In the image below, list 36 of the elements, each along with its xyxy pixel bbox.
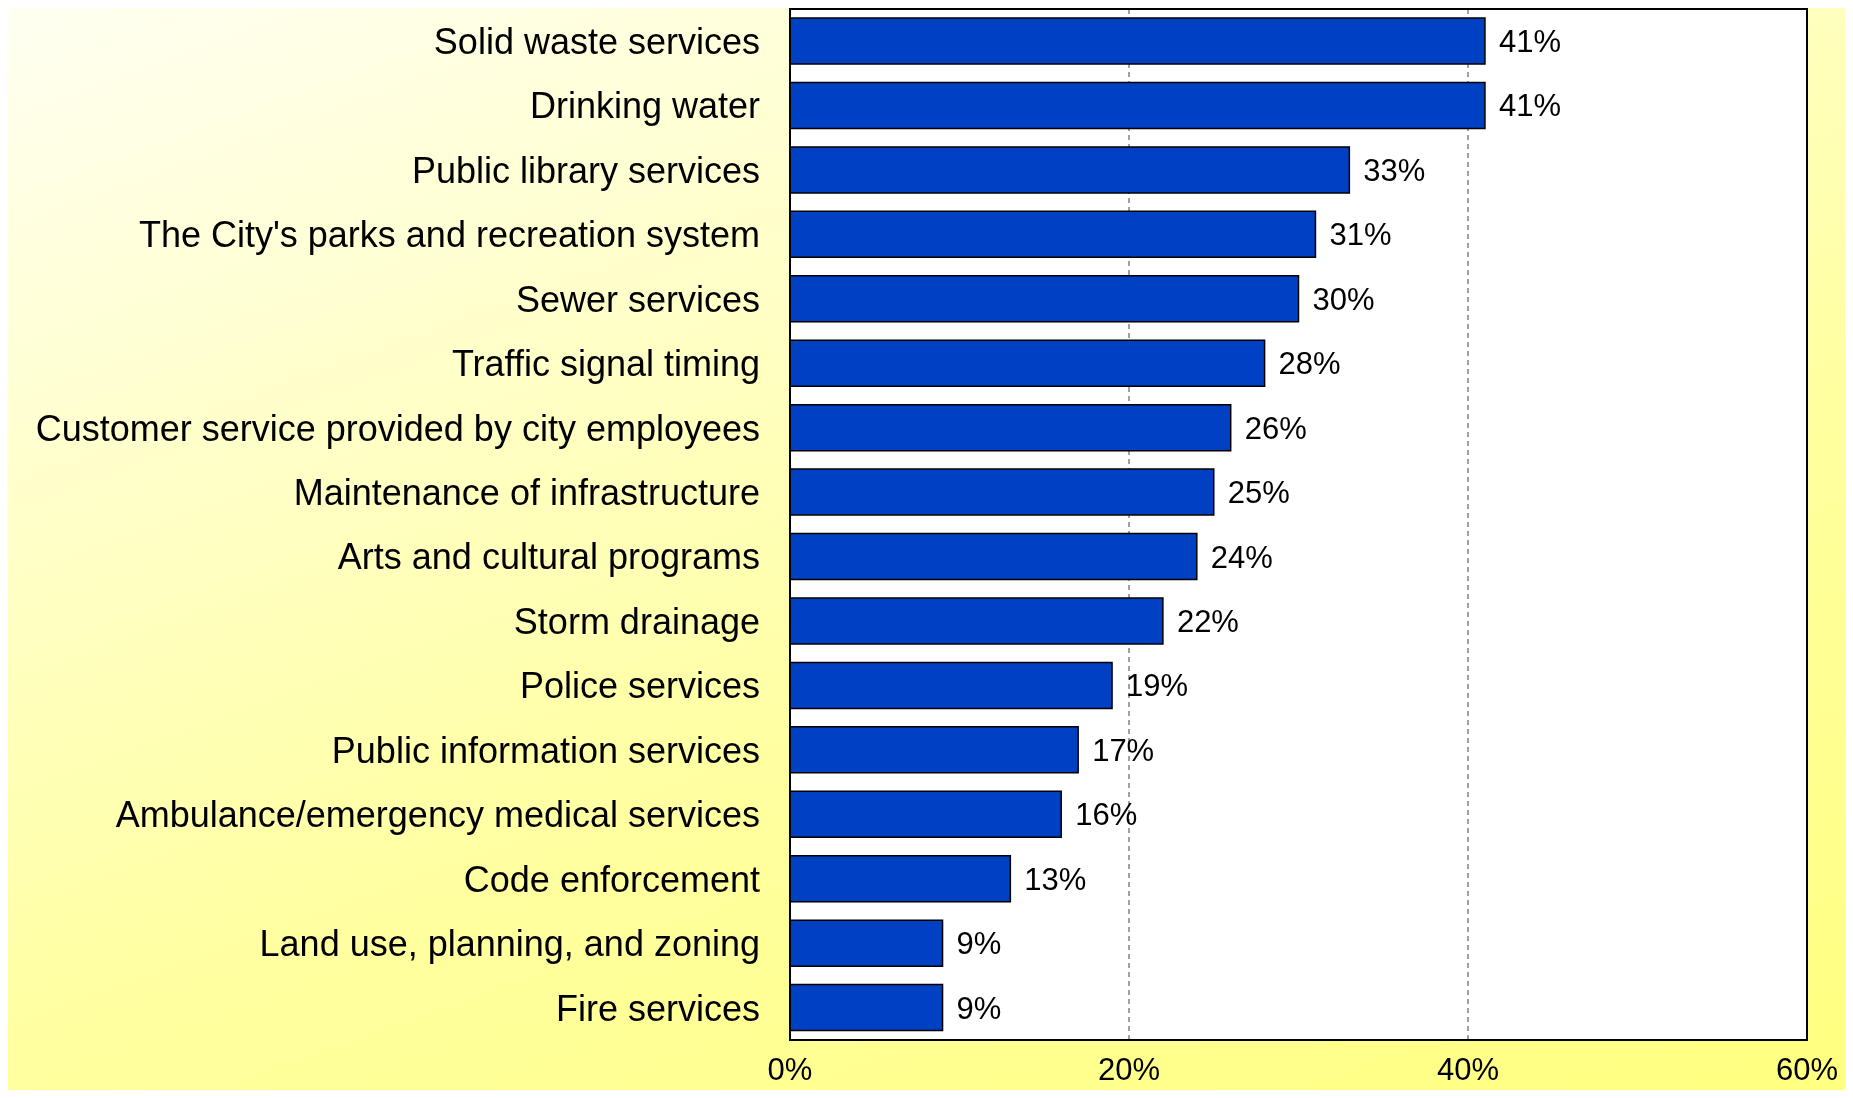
y-tick-label: Public information services xyxy=(331,729,760,771)
data-label: 31% xyxy=(1329,217,1392,253)
y-tick-label: Customer service provided by city employees xyxy=(35,407,760,449)
data-label: 16% xyxy=(1075,797,1138,833)
y-tick-label: Land use, planning, and zoning xyxy=(259,923,760,965)
y-tick-label: Traffic signal timing xyxy=(451,343,760,385)
data-label: 28% xyxy=(1278,346,1341,382)
data-label: 41% xyxy=(1498,24,1561,60)
y-tick-label: Drinking water xyxy=(529,85,760,127)
y-tick-label: Solid waste services xyxy=(433,21,760,62)
data-label: 26% xyxy=(1244,410,1307,446)
y-tick-label: The City's parks and recreation system xyxy=(138,214,760,256)
x-tick-label: 0% xyxy=(767,1052,813,1088)
data-label: 25% xyxy=(1227,475,1290,511)
data-label: 19% xyxy=(1126,668,1189,704)
y-tick-label: Ambulance/emergency medical services xyxy=(115,794,760,836)
y-tick-label: Maintenance of infrastructure xyxy=(293,472,760,514)
data-label: 13% xyxy=(1024,861,1087,897)
data-label: 17% xyxy=(1092,732,1155,768)
y-tick-label: Public library services xyxy=(411,149,760,191)
y-tick-label: Arts and cultural programs xyxy=(337,536,760,578)
data-label: 24% xyxy=(1210,539,1273,575)
data-label: 33% xyxy=(1363,152,1426,188)
x-tick-label: 60% xyxy=(1775,1052,1839,1088)
x-tick-label: 40% xyxy=(1436,1052,1500,1088)
data-label: 30% xyxy=(1312,281,1375,317)
data-label: 9% xyxy=(956,926,1002,962)
y-tick-label: Police services xyxy=(519,665,760,707)
y-tick-label: Fire services xyxy=(555,987,760,1029)
y-tick-label: Code enforcement xyxy=(463,858,760,900)
y-tick-label: Sewer services xyxy=(515,278,760,320)
data-label: 22% xyxy=(1176,603,1239,639)
data-label: 9% xyxy=(956,990,1002,1026)
x-tick-label: 20% xyxy=(1097,1052,1161,1088)
data-label: 41% xyxy=(1498,88,1561,124)
y-tick-label: Storm drainage xyxy=(513,600,760,642)
